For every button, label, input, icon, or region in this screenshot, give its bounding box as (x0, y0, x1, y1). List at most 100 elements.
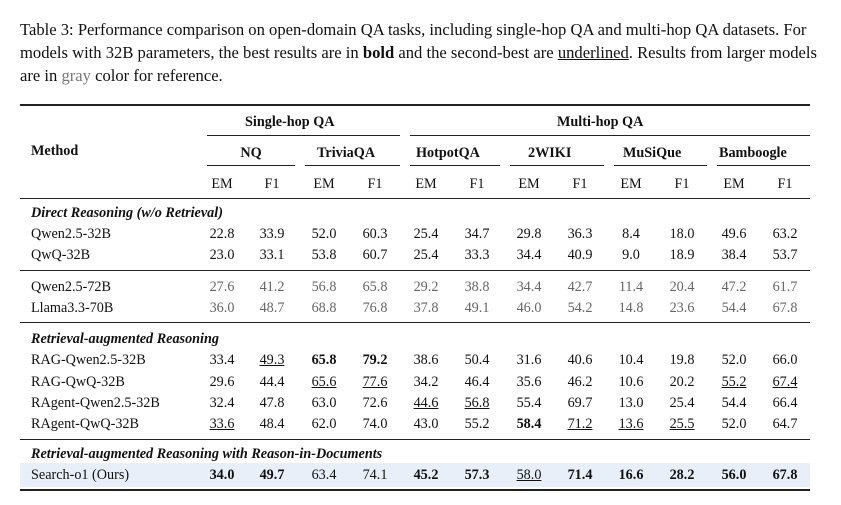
musique-rule (614, 165, 707, 166)
row-method: Search-o1 (Ours) (31, 467, 130, 483)
nq-rule (207, 165, 295, 166)
metric-header: EM (313, 176, 335, 192)
metric-header: EM (620, 176, 642, 192)
table-cell: 13.0 (618, 395, 644, 411)
table-cell: 48.7 (259, 300, 285, 316)
metric-header: F1 (674, 176, 690, 192)
table-cell: 8.4 (622, 226, 640, 242)
table-cell: 69.7 (567, 395, 593, 411)
table-cell: 34.4 (516, 279, 542, 295)
table-cell: 68.8 (311, 300, 337, 316)
table-cell: 46.4 (464, 374, 490, 390)
table-cell: 41.2 (259, 279, 285, 295)
table-cell: 45.2 (413, 467, 439, 483)
table-cell: 56.8 (311, 279, 337, 295)
table-cell: 56.0 (721, 467, 747, 483)
row-method: RAgent-QwQ-32B (31, 416, 139, 432)
table-cell: 27.6 (209, 279, 235, 295)
table-cell: 14.8 (618, 300, 644, 316)
caption-gray-word: gray (61, 66, 91, 85)
table-cell: 67.8 (772, 300, 798, 316)
table-cell: 34.7 (464, 226, 490, 242)
table-cell: 55.4 (516, 395, 542, 411)
table-cell: 66.0 (772, 352, 798, 368)
table-cell: 65.6 (311, 374, 337, 390)
table-cell: 63.4 (311, 467, 337, 483)
table-cell: 33.3 (464, 247, 490, 263)
table-cell: 79.2 (362, 352, 388, 368)
table-cell: 67.8 (772, 467, 798, 483)
row-method: RAG-Qwen2.5-32B (31, 352, 146, 368)
top-rule (20, 104, 810, 106)
table-cell: 23.6 (669, 300, 695, 316)
table-cell: 65.8 (362, 279, 388, 295)
table-cell: 18.9 (669, 247, 695, 263)
table-cell: 10.6 (618, 374, 644, 390)
table-cell: 58.0 (516, 467, 542, 483)
section-direct-reasoning: Direct Reasoning (w/o Retrieval) (31, 205, 223, 221)
table-cell: 44.4 (259, 374, 285, 390)
table-cell: 49.7 (259, 467, 285, 483)
bamboogle-rule (717, 165, 810, 166)
table-cell: 49.3 (259, 352, 285, 368)
table-cell: 56.8 (464, 395, 490, 411)
table-cell: 32.4 (209, 395, 235, 411)
table-cell: 63.2 (772, 226, 798, 242)
multi-hop-header: Multi-hop QA (557, 114, 644, 130)
table-cell: 33.6 (209, 416, 235, 432)
table-cell: 46.2 (567, 374, 593, 390)
table-cell: 34.4 (516, 247, 542, 263)
table-cell: 58.4 (516, 416, 542, 432)
table-cell: 29.2 (413, 279, 439, 295)
metric-header: F1 (264, 176, 280, 192)
table-cell: 52.0 (721, 416, 747, 432)
triviaqa-rule (305, 165, 400, 166)
table-cell: 11.4 (618, 279, 644, 295)
table-cell: 74.0 (362, 416, 388, 432)
table-cell: 62.0 (311, 416, 337, 432)
table-cell: 47.2 (721, 279, 747, 295)
highlight-row-bg (20, 463, 810, 487)
row-method: Qwen2.5-72B (31, 279, 111, 295)
table-cell: 33.4 (209, 352, 235, 368)
table-cell: 71.2 (567, 416, 593, 432)
caption-underline-word: underlined (557, 43, 629, 62)
table-cell: 9.0 (622, 247, 640, 263)
metric-header: EM (211, 176, 233, 192)
table-cell: 65.8 (311, 352, 337, 368)
table-cell: 72.6 (362, 395, 388, 411)
table-cell: 20.2 (669, 374, 695, 390)
row-method: Llama3.3-70B (31, 300, 114, 316)
table-cell: 13.6 (618, 416, 644, 432)
table-cell: 63.0 (311, 395, 337, 411)
table-cell: 20.4 (669, 279, 695, 295)
metric-header: EM (415, 176, 437, 192)
mid-rule-3 (20, 439, 810, 440)
table-cell: 36.0 (209, 300, 235, 316)
table-cell: 29.6 (209, 374, 235, 390)
table-cell: 48.4 (259, 416, 285, 432)
table-cell: 33.9 (259, 226, 285, 242)
table-cell: 46.0 (516, 300, 542, 316)
table-cell: 18.0 (669, 226, 695, 242)
row-method: RAgent-Qwen2.5-32B (31, 395, 160, 411)
section-retrieval-augmented: Retrieval-augmented Reasoning (31, 331, 219, 347)
single-hop-header: Single-hop QA (245, 114, 335, 130)
section-reason-in-documents: Retrieval-augmented Reasoning with Reaso… (31, 446, 383, 462)
table-cell: 16.6 (618, 467, 644, 483)
table-cell: 54.4 (721, 300, 747, 316)
hotpotqa-rule (410, 165, 500, 166)
table-cell: 49.6 (721, 226, 747, 242)
table-cell: 47.8 (259, 395, 285, 411)
table-cell: 34.0 (209, 467, 235, 483)
table-cell: 25.5 (669, 416, 695, 432)
table-cell: 61.7 (772, 279, 798, 295)
metric-header: F1 (469, 176, 485, 192)
table-cell: 77.6 (362, 374, 388, 390)
table-cell: 25.4 (669, 395, 695, 411)
table-cell: 74.1 (362, 467, 388, 483)
table-cell: 53.7 (772, 247, 798, 263)
2wiki-rule (510, 165, 604, 166)
table-cell: 43.0 (413, 416, 439, 432)
table-cell: 25.4 (413, 226, 439, 242)
